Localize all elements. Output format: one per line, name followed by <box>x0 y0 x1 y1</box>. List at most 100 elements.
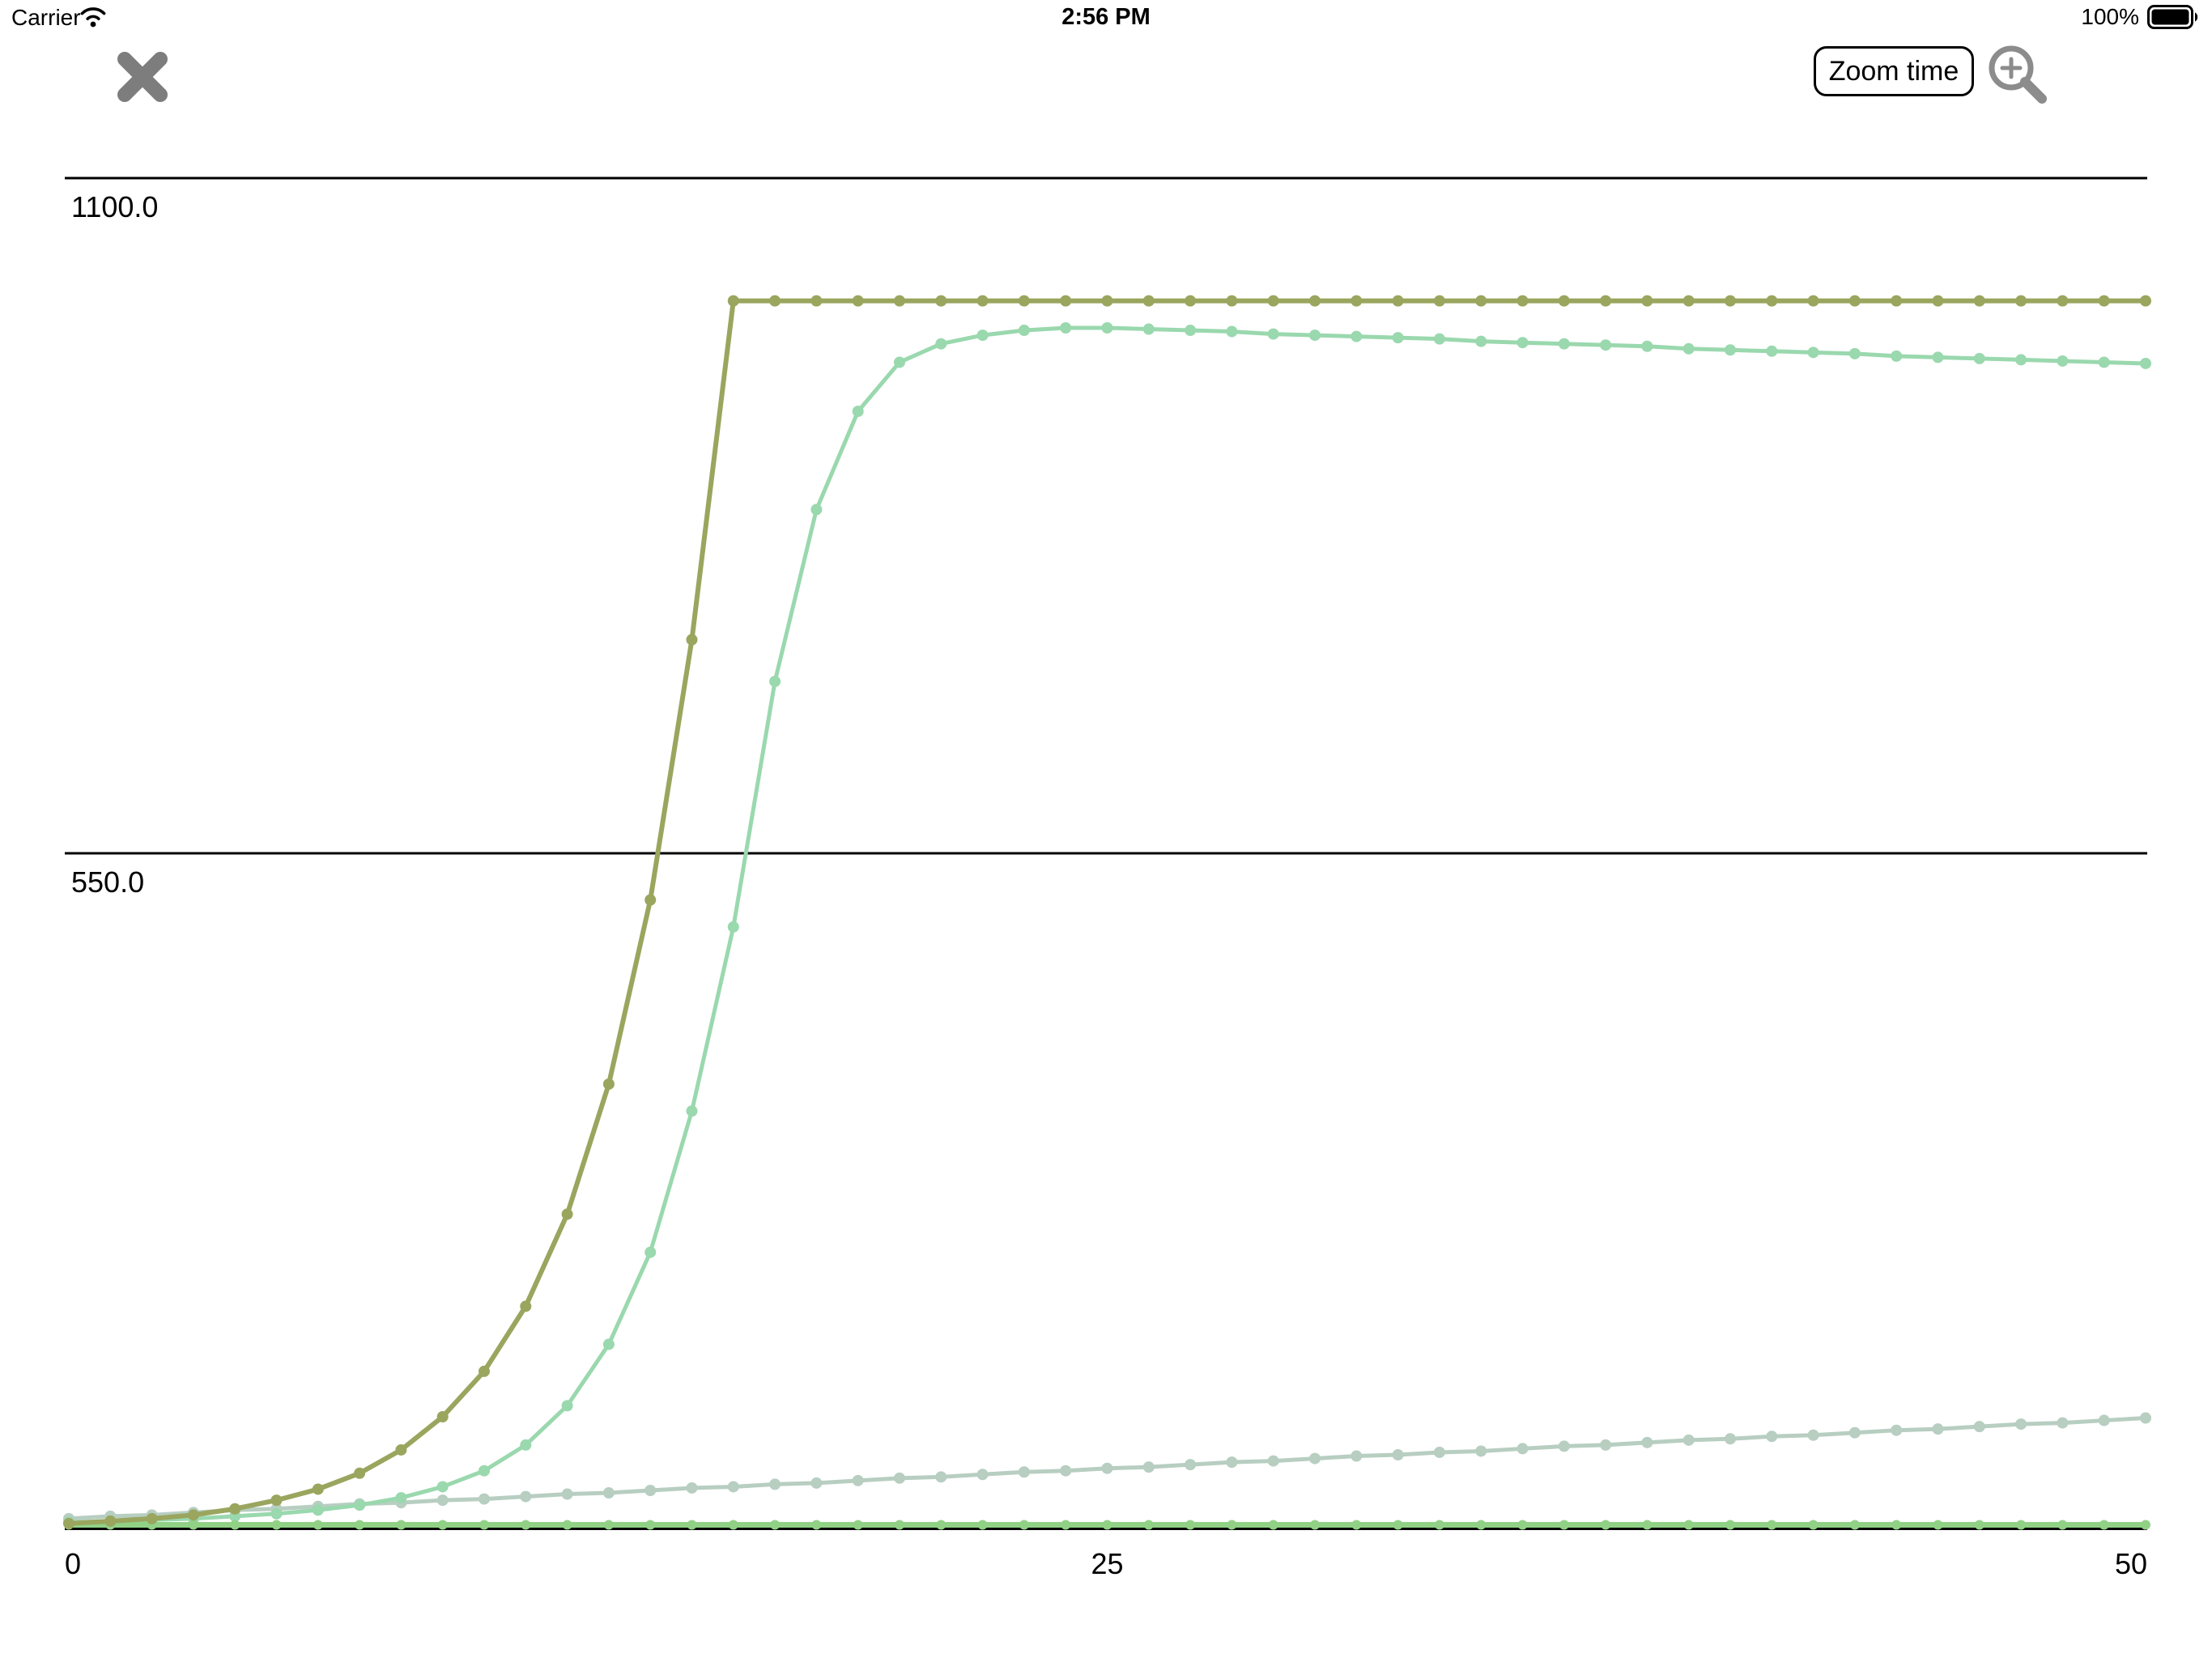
data-point-mint-sigmoid-peak-decline <box>270 1507 283 1520</box>
data-point-mint-sigmoid-peak-decline <box>520 1439 532 1451</box>
data-point-pale-slow-linear-rise <box>976 1469 989 1481</box>
data-point-mint-sigmoid-peak-decline <box>686 1105 698 1117</box>
data-point-pale-slow-linear-rise <box>1973 1421 1985 1433</box>
data-point-mint-sigmoid-peak-decline <box>1932 351 1944 363</box>
data-point-mint-sigmoid-peak-decline <box>1766 345 1778 357</box>
data-point-olive-exponential-capped <box>520 1300 532 1312</box>
data-point-pale-slow-linear-rise <box>1142 1461 1155 1473</box>
data-point-olive-exponential-capped <box>312 1483 324 1495</box>
data-point-olive-exponential-capped <box>1185 295 1197 307</box>
data-point-mint-sigmoid-peak-decline <box>1060 321 1072 334</box>
data-point-green-flat-baseline <box>1933 1520 1943 1530</box>
x-axis-tick-label: 0 <box>65 1547 81 1580</box>
data-point-olive-exponential-capped <box>1309 295 1321 307</box>
data-point-olive-exponential-capped <box>1891 295 1903 307</box>
data-point-mint-sigmoid-peak-decline <box>602 1338 615 1350</box>
data-point-pale-slow-linear-rise <box>1641 1436 1653 1448</box>
data-point-pale-slow-linear-rise <box>935 1471 947 1483</box>
data-point-pale-slow-linear-rise <box>1351 1450 1363 1462</box>
data-point-mint-sigmoid-peak-decline <box>1392 332 1404 344</box>
data-point-olive-exponential-capped <box>63 1517 74 1529</box>
data-point-mint-sigmoid-peak-decline <box>1185 325 1197 337</box>
data-point-pale-slow-linear-rise <box>2140 1412 2151 1424</box>
data-point-pale-slow-linear-rise <box>602 1487 615 1499</box>
data-point-green-flat-baseline <box>271 1520 282 1530</box>
data-point-mint-sigmoid-peak-decline <box>1516 337 1529 349</box>
data-point-olive-exponential-capped <box>1558 295 1570 307</box>
data-point-olive-exponential-capped <box>769 295 781 307</box>
data-point-pale-slow-linear-rise <box>1516 1443 1529 1455</box>
data-point-pale-slow-linear-rise <box>1932 1423 1944 1435</box>
data-point-olive-exponential-capped <box>2098 295 2110 307</box>
series-line-olive-exponential-capped <box>66 298 2148 1526</box>
data-point-green-flat-baseline <box>936 1520 946 1530</box>
data-point-pale-slow-linear-rise <box>479 1493 490 1505</box>
data-point-green-flat-baseline <box>562 1520 572 1530</box>
data-point-mint-sigmoid-peak-decline <box>1018 325 1030 337</box>
data-point-green-flat-baseline <box>355 1520 365 1530</box>
close-button[interactable] <box>110 45 175 110</box>
x-axis-tick-label: 25 <box>1091 1547 1123 1580</box>
battery-icon <box>2147 5 2198 29</box>
data-point-olive-exponential-capped <box>976 295 989 307</box>
data-point-mint-sigmoid-peak-decline <box>1807 346 1819 359</box>
data-point-green-flat-baseline <box>2057 1520 2068 1530</box>
data-point-olive-exponential-capped <box>2057 295 2069 307</box>
data-point-olive-exponential-capped <box>104 1515 117 1527</box>
data-point-olive-exponential-capped <box>1475 295 1487 307</box>
data-point-pale-slow-linear-rise <box>1600 1439 1612 1451</box>
data-point-pale-slow-linear-rise <box>1807 1429 1819 1441</box>
data-point-green-flat-baseline <box>188 1520 198 1530</box>
data-point-olive-exponential-capped <box>1351 295 1363 307</box>
data-point-olive-exponential-capped <box>561 1208 573 1220</box>
data-point-green-flat-baseline <box>895 1520 904 1530</box>
data-point-pale-slow-linear-rise <box>1309 1452 1321 1465</box>
data-point-green-flat-baseline <box>1683 1520 1694 1530</box>
data-point-olive-exponential-capped <box>1101 295 1113 307</box>
data-point-green-flat-baseline <box>1642 1520 1653 1530</box>
data-point-olive-exponential-capped <box>602 1078 615 1090</box>
data-point-mint-sigmoid-peak-decline <box>1725 344 1736 356</box>
data-point-olive-exponential-capped <box>935 295 947 307</box>
data-point-pale-slow-linear-rise <box>1725 1433 1736 1445</box>
data-point-green-flat-baseline <box>437 1520 448 1530</box>
data-point-green-flat-baseline <box>1393 1520 1403 1530</box>
battery-status: 100% <box>2081 4 2199 30</box>
data-point-pale-slow-linear-rise <box>2057 1417 2069 1429</box>
data-point-olive-exponential-capped <box>1226 295 1238 307</box>
data-point-green-flat-baseline <box>521 1520 531 1530</box>
data-point-green-flat-baseline <box>1061 1520 1071 1530</box>
data-point-mint-sigmoid-peak-decline <box>1682 342 1695 355</box>
data-point-green-flat-baseline <box>1310 1520 1320 1530</box>
data-point-olive-exponential-capped <box>229 1503 241 1515</box>
data-point-pale-slow-linear-rise <box>436 1494 449 1507</box>
data-point-olive-exponential-capped <box>146 1512 158 1524</box>
data-point-olive-exponential-capped <box>1848 295 1861 307</box>
data-point-green-flat-baseline <box>645 1520 656 1530</box>
data-point-green-flat-baseline <box>687 1520 697 1530</box>
data-point-mint-sigmoid-peak-decline <box>1142 323 1155 335</box>
data-point-pale-slow-linear-rise <box>1185 1459 1197 1471</box>
data-point-green-flat-baseline <box>1767 1520 1777 1530</box>
data-point-green-flat-baseline <box>1227 1520 1237 1530</box>
data-point-olive-exponential-capped <box>1392 295 1404 307</box>
data-point-pale-slow-linear-rise <box>2015 1418 2027 1431</box>
close-x-icon <box>117 51 168 102</box>
data-point-mint-sigmoid-peak-decline <box>1558 338 1570 350</box>
data-point-pale-slow-linear-rise <box>686 1482 698 1494</box>
data-point-pale-slow-linear-rise <box>1766 1431 1778 1443</box>
data-point-mint-sigmoid-peak-decline <box>395 1492 407 1504</box>
data-point-pale-slow-linear-rise <box>852 1474 864 1486</box>
zoom-button[interactable] <box>1982 39 2055 112</box>
zoom-time-button[interactable]: Zoom time <box>1814 46 1974 96</box>
battery-percent-label: 100% <box>2081 4 2139 29</box>
data-point-mint-sigmoid-peak-decline <box>2015 354 2027 366</box>
data-point-mint-sigmoid-peak-decline <box>1267 328 1279 340</box>
data-point-green-flat-baseline <box>313 1520 323 1530</box>
data-point-mint-sigmoid-peak-decline <box>644 1246 657 1258</box>
data-point-green-flat-baseline <box>396 1520 406 1530</box>
data-point-mint-sigmoid-peak-decline <box>727 920 739 933</box>
data-point-mint-sigmoid-peak-decline <box>976 329 989 342</box>
data-point-green-flat-baseline <box>1517 1520 1528 1530</box>
